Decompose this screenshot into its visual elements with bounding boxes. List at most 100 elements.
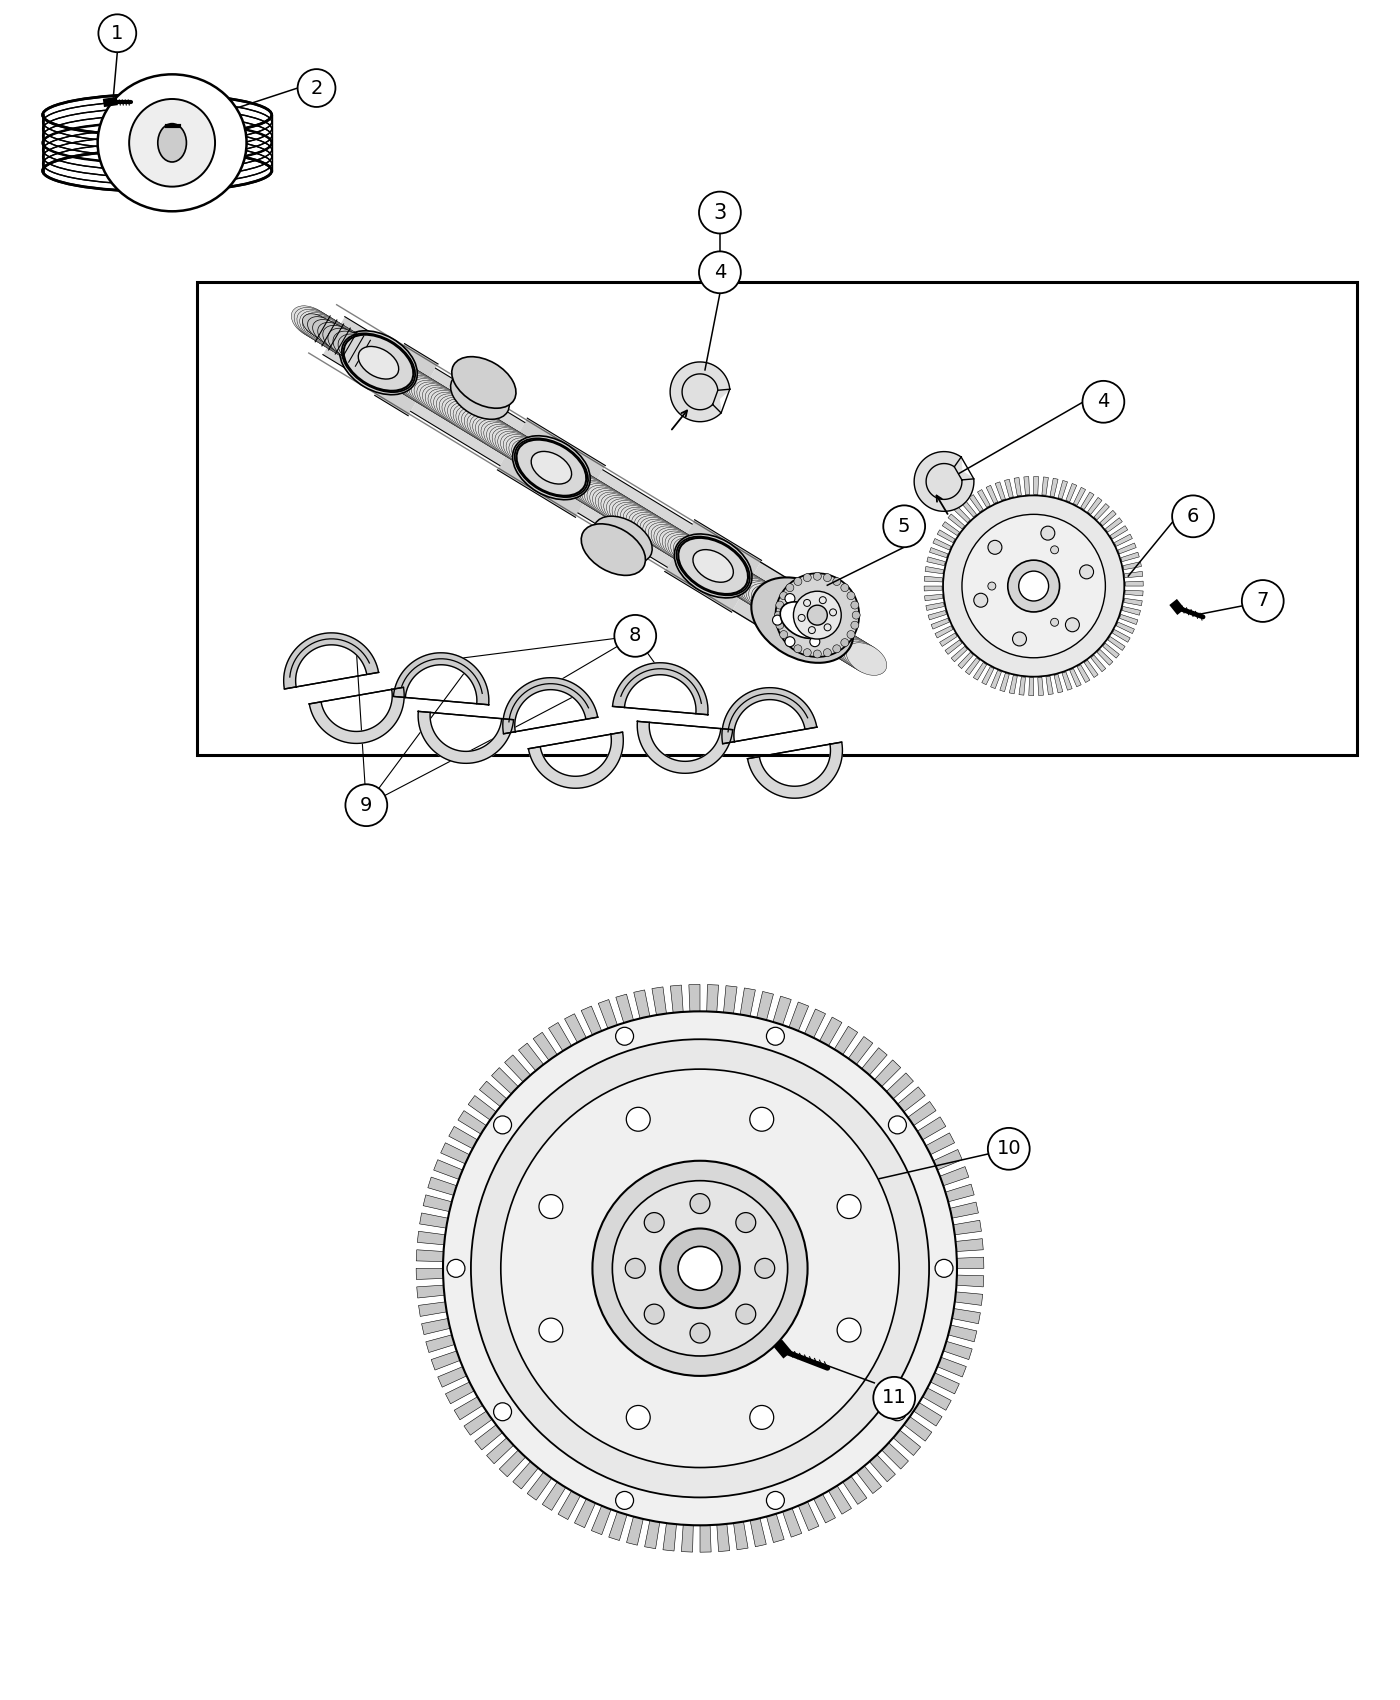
Ellipse shape (689, 547, 736, 585)
Polygon shape (1088, 498, 1102, 515)
Polygon shape (1116, 622, 1134, 634)
Ellipse shape (603, 495, 644, 529)
Polygon shape (930, 547, 948, 558)
Circle shape (539, 1318, 563, 1341)
Ellipse shape (550, 464, 591, 496)
Polygon shape (503, 678, 598, 734)
Polygon shape (1123, 561, 1141, 570)
Ellipse shape (668, 534, 708, 568)
Circle shape (808, 605, 827, 626)
Polygon shape (434, 1159, 462, 1180)
Ellipse shape (567, 473, 608, 507)
Circle shape (626, 1107, 650, 1130)
Polygon shape (1037, 677, 1043, 695)
Ellipse shape (679, 541, 720, 575)
Ellipse shape (564, 471, 605, 505)
Ellipse shape (615, 502, 655, 536)
Ellipse shape (757, 588, 798, 620)
Ellipse shape (398, 371, 438, 403)
Ellipse shape (536, 456, 577, 488)
Circle shape (442, 1012, 958, 1525)
Ellipse shape (311, 318, 351, 350)
Polygon shape (953, 1221, 981, 1234)
Polygon shape (1093, 503, 1109, 520)
Ellipse shape (794, 610, 834, 643)
Ellipse shape (553, 466, 594, 498)
Polygon shape (504, 1056, 531, 1081)
Circle shape (1172, 495, 1214, 537)
Ellipse shape (328, 328, 363, 357)
Text: 5: 5 (897, 517, 910, 536)
Polygon shape (748, 743, 843, 799)
Ellipse shape (769, 595, 809, 627)
Ellipse shape (361, 348, 402, 381)
Ellipse shape (525, 449, 566, 481)
Polygon shape (798, 1501, 819, 1530)
Polygon shape (951, 646, 967, 661)
Ellipse shape (673, 537, 714, 571)
Ellipse shape (487, 425, 526, 457)
Polygon shape (907, 1102, 937, 1125)
Circle shape (1012, 632, 1026, 646)
Polygon shape (644, 1520, 659, 1549)
Ellipse shape (721, 566, 762, 598)
Polygon shape (1000, 673, 1009, 692)
Ellipse shape (367, 352, 407, 384)
Ellipse shape (819, 626, 858, 658)
Ellipse shape (813, 622, 853, 654)
Ellipse shape (755, 586, 795, 619)
Ellipse shape (533, 454, 574, 486)
Polygon shape (991, 670, 1001, 689)
Ellipse shape (570, 474, 610, 508)
Ellipse shape (423, 386, 463, 418)
Circle shape (1079, 564, 1093, 578)
Ellipse shape (426, 388, 466, 420)
Circle shape (750, 1406, 774, 1430)
Ellipse shape (797, 612, 837, 644)
Ellipse shape (687, 546, 728, 580)
Ellipse shape (671, 536, 711, 570)
Circle shape (616, 1491, 634, 1510)
Circle shape (785, 583, 794, 592)
Ellipse shape (573, 476, 613, 510)
Ellipse shape (322, 325, 363, 357)
Ellipse shape (451, 403, 491, 435)
Ellipse shape (325, 326, 365, 359)
Ellipse shape (752, 585, 792, 617)
Circle shape (776, 620, 784, 629)
Circle shape (755, 1258, 774, 1278)
Ellipse shape (297, 309, 337, 342)
Text: 7: 7 (1257, 592, 1268, 610)
Polygon shape (700, 1525, 711, 1552)
Circle shape (447, 1260, 465, 1277)
Ellipse shape (305, 314, 346, 347)
Polygon shape (938, 1357, 966, 1377)
Ellipse shape (556, 468, 596, 500)
Ellipse shape (409, 377, 449, 410)
Polygon shape (1106, 518, 1123, 532)
Ellipse shape (314, 320, 354, 352)
Ellipse shape (645, 520, 686, 554)
Circle shape (833, 578, 841, 585)
Circle shape (935, 1260, 953, 1277)
Ellipse shape (559, 468, 599, 502)
Polygon shape (848, 1037, 872, 1064)
Polygon shape (986, 484, 998, 503)
Ellipse shape (662, 530, 703, 564)
Polygon shape (875, 1059, 900, 1086)
Ellipse shape (816, 624, 855, 656)
Ellipse shape (465, 411, 504, 444)
Polygon shape (512, 1462, 538, 1489)
Bar (197, 282, 1358, 755)
Polygon shape (1121, 552, 1140, 561)
Polygon shape (441, 1142, 469, 1164)
Ellipse shape (788, 607, 829, 639)
Ellipse shape (414, 381, 455, 413)
Ellipse shape (749, 583, 790, 615)
Ellipse shape (336, 333, 377, 366)
Polygon shape (707, 984, 718, 1012)
Polygon shape (1050, 478, 1058, 496)
Ellipse shape (545, 461, 585, 493)
Ellipse shape (358, 347, 399, 379)
Ellipse shape (808, 619, 848, 651)
